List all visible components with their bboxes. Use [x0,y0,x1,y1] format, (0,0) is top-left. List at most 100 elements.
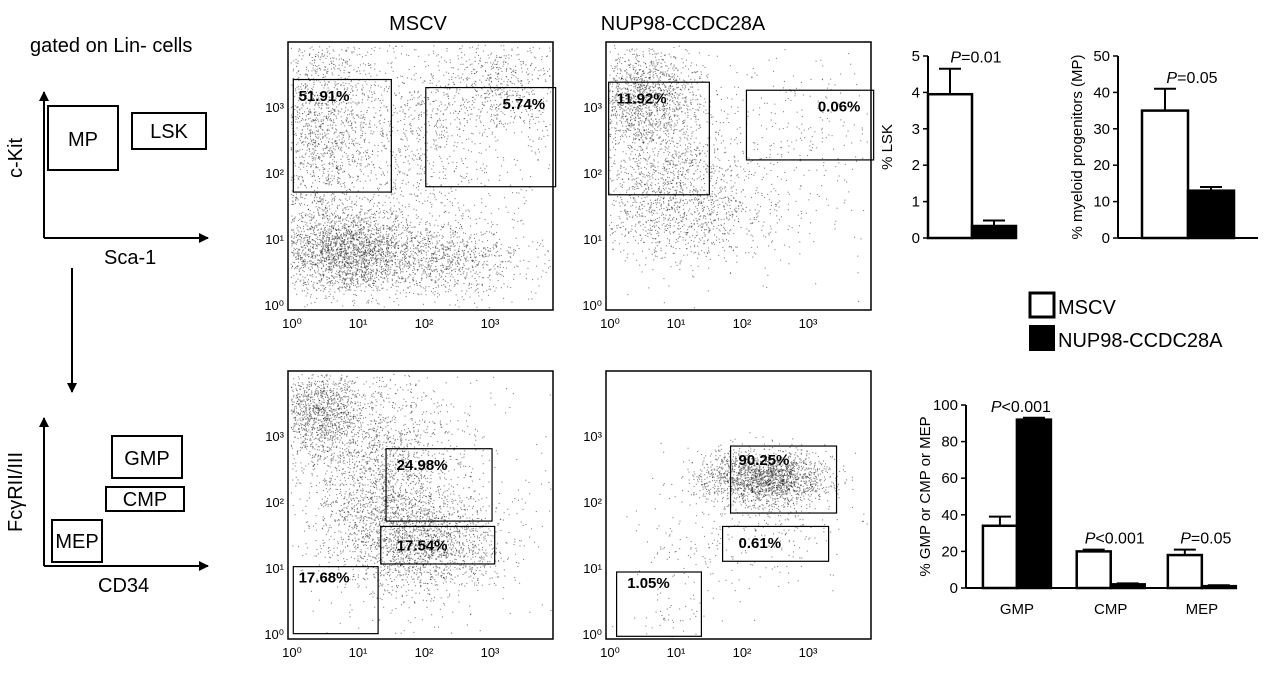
event-dot [363,152,365,154]
event-dot [396,290,398,292]
event-dot [312,233,314,235]
event-dot [419,158,421,160]
event-dot [384,263,386,265]
event-dot [299,235,301,237]
event-dot [333,277,335,279]
event-dot [389,208,391,210]
event-dot [309,129,311,131]
event-dot [337,288,339,290]
event-dot [389,227,391,229]
event-dot [346,129,348,131]
event-dot [296,127,298,129]
event-dot [420,148,422,150]
event-dot [345,252,347,254]
event-dot [448,255,450,257]
event-dot [363,232,365,234]
event-dot [373,202,375,204]
event-dot [440,101,442,103]
event-dot [399,259,401,261]
event-dot [345,256,347,258]
event-dot [301,95,303,97]
event-dot [305,187,307,189]
event-dot [370,87,372,89]
event-dot [331,236,333,238]
event-dot [375,259,377,261]
event-dot [327,233,329,235]
event-dot [348,231,350,233]
event-dot [528,92,530,94]
event-dot [365,270,367,272]
event-dot [338,217,340,219]
event-dot [466,166,468,168]
event-dot [296,224,298,226]
event-dot [488,294,490,296]
event-dot [333,249,335,251]
event-dot [452,161,454,163]
event-dot [346,260,348,262]
event-dot [369,90,371,92]
event-dot [331,247,333,249]
event-dot [313,62,315,64]
event-dot [355,244,357,246]
event-dot [376,276,378,278]
event-dot [342,305,344,307]
event-dot [431,290,433,292]
event-dot [309,260,311,262]
event-dot [402,195,404,197]
event-dot [401,244,403,246]
event-dot [356,260,358,262]
event-dot [322,247,324,249]
event-dot [482,255,484,257]
event-dot [330,177,332,179]
event-dot [359,54,361,56]
event-dot [548,267,550,269]
event-dot [432,247,434,249]
event-dot [343,239,345,241]
event-dot [361,99,363,101]
event-dot [359,168,361,170]
event-dot [361,102,363,104]
event-dot [407,268,409,270]
event-dot [315,276,317,278]
event-dot [384,80,386,82]
event-dot [373,248,375,250]
event-dot [365,260,367,262]
event-dot [384,243,386,245]
event-dot [504,103,506,105]
event-dot [320,200,322,202]
event-dot [416,269,418,271]
event-dot [322,246,324,248]
event-dot [291,240,293,242]
event-dot [329,162,331,164]
event-dot [379,229,381,231]
event-dot [338,288,340,290]
event-dot [511,218,513,220]
event-dot [370,273,372,275]
event-dot [395,251,397,253]
event-dot [427,264,429,266]
event-dot [330,275,332,277]
event-dot [481,285,483,287]
event-dot [436,260,438,262]
event-dot [421,100,423,102]
event-dot [344,270,346,272]
event-dot [484,219,486,221]
event-dot [454,256,456,258]
event-dot [361,271,363,273]
event-dot [469,64,471,66]
event-dot [293,178,295,180]
event-dot [319,158,321,160]
event-dot [402,217,404,219]
event-dot [351,114,353,116]
event-dot [344,184,346,186]
event-dot [313,217,315,219]
event-dot [380,241,382,243]
event-dot [446,143,448,145]
event-dot [336,242,338,244]
event-dot [354,102,356,104]
event-dot [352,300,354,302]
event-dot [296,253,298,255]
event-dot [307,144,309,146]
event-dot [294,236,296,238]
event-dot [328,175,330,177]
